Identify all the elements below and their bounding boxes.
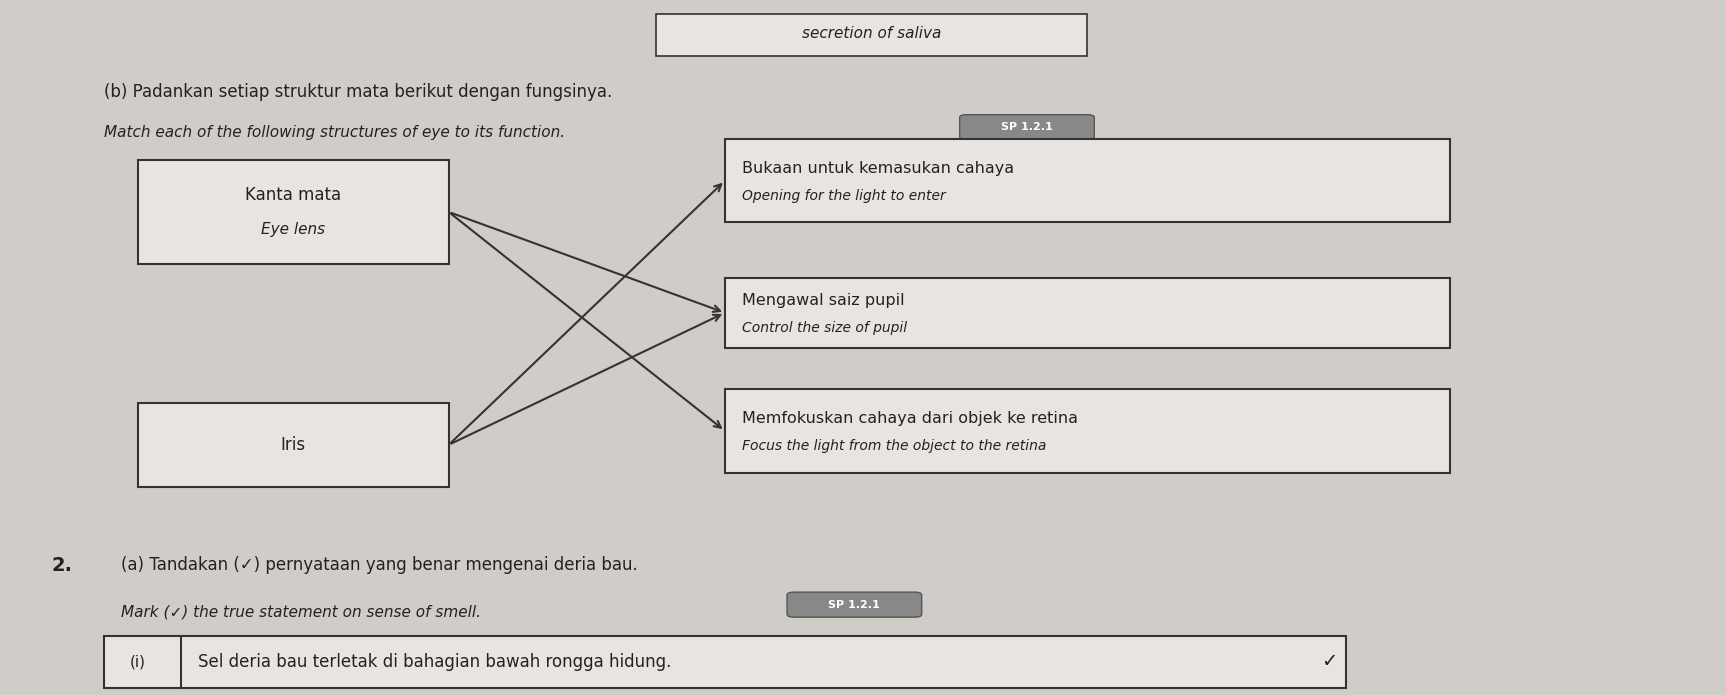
Text: Mengawal saiz pupil: Mengawal saiz pupil — [742, 293, 904, 308]
Text: Focus the light from the object to the retina: Focus the light from the object to the r… — [742, 439, 1046, 453]
Text: (i): (i) — [129, 654, 145, 669]
FancyBboxPatch shape — [138, 160, 449, 264]
Text: Match each of the following structures of eye to its function.: Match each of the following structures o… — [104, 125, 564, 140]
Text: 2.: 2. — [52, 556, 72, 575]
Text: Opening for the light to enter: Opening for the light to enter — [742, 189, 946, 203]
Text: secretion of saliva: secretion of saliva — [803, 26, 941, 41]
Text: Iris: Iris — [281, 436, 306, 454]
Text: Memfokuskan cahaya dari objek ke retina: Memfokuskan cahaya dari objek ke retina — [742, 411, 1079, 426]
FancyBboxPatch shape — [725, 389, 1450, 473]
Text: SP 1.2.1: SP 1.2.1 — [828, 600, 880, 610]
Text: SP 1.2.1: SP 1.2.1 — [1001, 122, 1053, 132]
FancyBboxPatch shape — [656, 14, 1087, 56]
FancyBboxPatch shape — [725, 139, 1450, 222]
FancyBboxPatch shape — [725, 278, 1450, 348]
FancyBboxPatch shape — [104, 636, 1346, 688]
Text: Mark (✓) the true statement on sense of smell.: Mark (✓) the true statement on sense of … — [121, 605, 482, 620]
Text: Eye lens: Eye lens — [261, 222, 326, 237]
Text: Bukaan untuk kemasukan cahaya: Bukaan untuk kemasukan cahaya — [742, 161, 1015, 176]
FancyBboxPatch shape — [960, 115, 1094, 140]
Text: Control the size of pupil: Control the size of pupil — [742, 321, 908, 335]
FancyBboxPatch shape — [787, 592, 922, 617]
Text: Sel deria bau terletak di bahagian bawah rongga hidung.: Sel deria bau terletak di bahagian bawah… — [198, 653, 671, 671]
FancyBboxPatch shape — [138, 403, 449, 486]
Text: Kanta mata: Kanta mata — [245, 186, 342, 204]
Text: (a) Tandakan (✓) pernyataan yang benar mengenai deria bau.: (a) Tandakan (✓) pernyataan yang benar m… — [121, 556, 637, 574]
Text: (b) Padankan setiap struktur mata berikut dengan fungsinya.: (b) Padankan setiap struktur mata beriku… — [104, 83, 611, 101]
Text: ✓: ✓ — [1320, 652, 1338, 671]
